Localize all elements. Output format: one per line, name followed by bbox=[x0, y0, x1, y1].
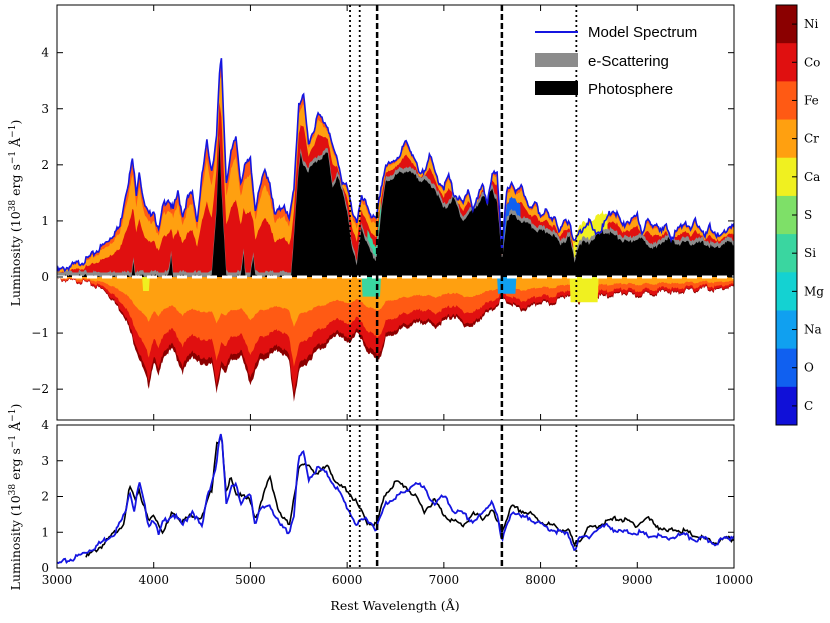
bottom-y-tick-label: 1 bbox=[41, 525, 49, 539]
colorbar-label-ca: Ca bbox=[804, 170, 820, 184]
top-y-ticks: −2 −1 0 1 2 3 4 bbox=[31, 5, 735, 420]
bottom-x-tick-label: 3000 bbox=[42, 573, 73, 587]
model-spectrum-line bbox=[57, 58, 734, 273]
bottom-y-axis-label: Luminosity (1038 erg s−1 Å−1) bbox=[8, 404, 23, 591]
colorbar-frame bbox=[775, 4, 798, 426]
bottom-x-ticks: 3000 4000 5000 6000 7000 8000 9000 10000 bbox=[42, 425, 753, 587]
x-axis-label: Rest Wavelength (Å) bbox=[330, 598, 459, 613]
colorbar-segment-fe bbox=[776, 81, 797, 121]
colorbar-segment-o bbox=[776, 348, 797, 388]
colorbar-label-na: Na bbox=[804, 323, 822, 337]
colorbar-label-mg: Mg bbox=[804, 284, 824, 298]
bottom-model-line bbox=[57, 433, 734, 565]
element-colorbar: Ni Co Fe Cr Ca S Si Mg Na O C bbox=[775, 4, 824, 426]
bottom-x-tick-label: 8000 bbox=[525, 573, 556, 587]
colorbar-segment-ca bbox=[776, 157, 797, 197]
top-stacked-layers bbox=[57, 58, 734, 402]
legend-swatch-escatter bbox=[535, 53, 578, 67]
colorbar-segment-c bbox=[776, 386, 797, 426]
top-y-tick-label: 1 bbox=[41, 214, 49, 228]
absorption-layer-cr bbox=[57, 277, 734, 327]
bottom-series-lines bbox=[57, 433, 734, 565]
legend-swatch-photosphere bbox=[535, 81, 578, 95]
photosphere-area bbox=[57, 137, 734, 277]
legend-label-model: Model Spectrum bbox=[588, 24, 697, 41]
colorbar-segment-na bbox=[776, 310, 797, 350]
top-axes-frame bbox=[56, 4, 735, 421]
colorbar-label-fe: Fe bbox=[804, 93, 819, 107]
colorbar-label-c: C bbox=[804, 399, 813, 413]
bottom-x-tick-label: 4000 bbox=[138, 573, 169, 587]
top-y-tick-label: 2 bbox=[41, 158, 49, 172]
bottom-y-tick-label: 0 bbox=[41, 561, 49, 575]
colorbar-label-ni: Ni bbox=[804, 17, 819, 31]
colorbar-segment-ni bbox=[776, 5, 797, 44]
top-y-axis-label: Luminosity (1038 erg s−1 Å−1) bbox=[8, 120, 23, 307]
top-y-tick-label: 4 bbox=[41, 46, 49, 60]
top-y-tick-label: −2 bbox=[31, 382, 49, 396]
colorbar-label-s: S bbox=[804, 208, 812, 222]
legend: Model Spectrum e-Scattering Photosphere bbox=[535, 24, 697, 98]
top-y-tick-label: −1 bbox=[31, 326, 49, 340]
colorbar-segment-mg bbox=[776, 272, 797, 311]
bottom-x-tick-label: 10000 bbox=[715, 573, 753, 587]
top-y-tick-label: 0 bbox=[41, 270, 49, 284]
legend-label-escatter: e-Scattering bbox=[588, 53, 669, 70]
colorbar-label-cr: Cr bbox=[804, 132, 819, 146]
colorbar-segment-si bbox=[776, 234, 797, 273]
bottom-y-ticks: 0 1 2 3 4 bbox=[41, 418, 734, 575]
bottom-x-tick-label: 9000 bbox=[622, 573, 653, 587]
colorbar-segment-co bbox=[776, 43, 797, 82]
bottom-y-tick-label: 2 bbox=[41, 490, 49, 504]
bottom-x-tick-label: 7000 bbox=[429, 573, 460, 587]
colorbar-label-si: Si bbox=[804, 246, 816, 260]
top-panel: −2 −1 0 1 2 3 4 Model Spectrum e-Scattering Ph… bbox=[8, 4, 735, 421]
top-y-tick-label: 3 bbox=[41, 102, 49, 116]
colorbar-label-o: O bbox=[804, 361, 814, 375]
bottom-x-tick-label: 6000 bbox=[332, 573, 363, 587]
bottom-y-tick-label: 3 bbox=[41, 454, 49, 468]
bottom-x-tick-label: 5000 bbox=[235, 573, 266, 587]
legend-label-photosphere: Photosphere bbox=[588, 81, 673, 98]
top-reference-lines bbox=[349, 5, 578, 420]
bottom-reference-lines bbox=[349, 425, 578, 568]
colorbar-label-co: Co bbox=[804, 55, 820, 69]
bottom-y-tick-label: 4 bbox=[41, 418, 49, 432]
colorbar-segment-cr bbox=[776, 119, 797, 159]
colorbar-segment-s bbox=[776, 195, 797, 235]
